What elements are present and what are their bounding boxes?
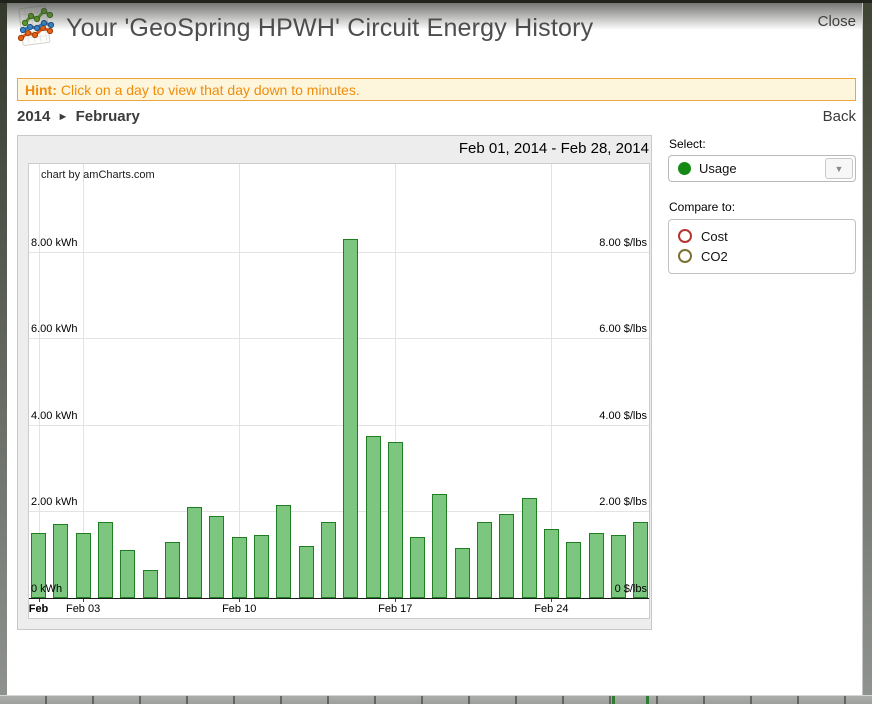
x-axis-tick	[38, 598, 40, 602]
y-axis-label-left: 2.00 kWh	[31, 496, 78, 509]
day-bar-feb-13[interactable]	[298, 546, 314, 598]
background-page-strip	[0, 695, 872, 704]
x-axis-label: Feb 10	[222, 603, 257, 615]
line-chart-document-icon	[17, 5, 55, 46]
co2-radio-icon[interactable]	[678, 249, 692, 263]
breadcrumb-month: February	[75, 108, 140, 125]
select-label: Select:	[669, 137, 706, 151]
day-bar-feb-24[interactable]	[543, 529, 559, 598]
x-axis-label: Feb 17	[378, 603, 413, 615]
day-bar-feb-01[interactable]	[31, 533, 46, 598]
day-bar-feb-02[interactable]	[53, 524, 69, 598]
h-gridline	[29, 424, 649, 426]
day-bar-feb-20[interactable]	[454, 548, 470, 598]
v-gridline	[83, 164, 85, 598]
v-gridline	[38, 164, 40, 598]
compare-option-co2[interactable]: CO2	[678, 246, 846, 266]
x-axis-tick	[395, 598, 397, 602]
y-axis-label-right: 0 $/lbs	[614, 583, 647, 595]
day-bar-feb-27[interactable]	[610, 535, 626, 598]
day-bar-feb-05[interactable]	[120, 550, 136, 598]
y-axis-label-right: 2.00 $/lbs	[599, 496, 647, 509]
y-axis-label-left: 4.00 kWh	[31, 409, 78, 422]
y-axis-label-left: 8.00 kWh	[31, 236, 78, 249]
chevron-down-icon[interactable]: ▼	[825, 158, 853, 179]
plot-area: chart by amCharts.com 0 kWh 0 $/lbs 2.00 k…	[28, 163, 650, 619]
hint-bar: Hint: Click on a day to view that day dow…	[17, 78, 856, 101]
v-gridline	[239, 164, 241, 598]
compare-option-cost-label: Cost	[701, 228, 728, 244]
hint-text: Click on a day to view that day down to …	[60, 82, 360, 98]
day-bar-feb-23[interactable]	[521, 498, 537, 598]
day-bar-feb-04[interactable]	[97, 522, 113, 598]
day-bar-feb-14[interactable]	[320, 522, 336, 598]
chart-panel: Feb 01, 2014 - Feb 28, 2014 chart by amC…	[17, 135, 652, 630]
y-axis-label-right: 8.00 $/lbs	[599, 236, 647, 249]
breadcrumb: 2014 ► February Back	[17, 108, 856, 128]
series-select[interactable]: Usage ▼	[668, 155, 856, 182]
y-axis-label-left: 0 kWh	[31, 583, 63, 595]
v-gridline	[395, 164, 397, 598]
usage-series-dot-icon	[678, 162, 691, 175]
breadcrumb-year[interactable]: 2014	[17, 108, 51, 125]
window-top-border	[0, 0, 872, 3]
day-bar-feb-26[interactable]	[588, 533, 604, 598]
day-bar-feb-21[interactable]	[477, 522, 492, 598]
day-bar-feb-09[interactable]	[209, 516, 225, 598]
day-bar-feb-25[interactable]	[566, 542, 582, 598]
x-axis-label: Feb 24	[534, 603, 569, 615]
day-bar-feb-17[interactable]	[387, 442, 403, 598]
x-axis-label: Feb	[28, 603, 49, 615]
day-bar-feb-07[interactable]	[164, 542, 180, 598]
day-bar-feb-12[interactable]	[276, 505, 292, 598]
day-bar-feb-22[interactable]	[499, 514, 515, 598]
day-bar-feb-03[interactable]	[75, 533, 91, 598]
x-axis-line	[29, 598, 649, 599]
v-gridline	[551, 164, 553, 598]
y-axis-label-right: 6.00 $/lbs	[599, 323, 647, 336]
window-left-border	[0, 0, 7, 696]
compare-option-cost[interactable]: Cost	[678, 226, 846, 246]
x-axis-tick	[239, 598, 241, 602]
page-title: Your 'GeoSpring HPWH' Circuit Energy His…	[66, 14, 594, 42]
close-button[interactable]: Close	[817, 13, 856, 30]
amcharts-watermark: chart by amCharts.com	[41, 169, 155, 181]
compare-options-box: Cost CO2	[668, 219, 856, 274]
day-bar-feb-06[interactable]	[142, 570, 158, 598]
window-right-border	[862, 0, 872, 696]
day-bar-feb-19[interactable]	[432, 494, 448, 598]
hint-prefix: Hint:	[25, 82, 57, 98]
breadcrumb-separator-icon: ►	[57, 111, 69, 123]
h-gridline	[29, 338, 649, 340]
compare-to-label: Compare to:	[669, 200, 736, 214]
x-axis-label: Feb 03	[65, 603, 101, 615]
cost-radio-icon[interactable]	[678, 229, 692, 243]
day-bar-feb-16[interactable]	[365, 436, 381, 598]
side-controls: Select: Usage ▼ Compare to: Cost CO2	[668, 137, 856, 274]
day-bar-feb-11[interactable]	[254, 535, 269, 598]
y-axis-label-left: 6.00 kWh	[31, 323, 78, 336]
day-bar-feb-08[interactable]	[187, 507, 203, 598]
h-gridline	[29, 511, 649, 513]
chart-date-range-title: Feb 01, 2014 - Feb 28, 2014	[458, 140, 649, 157]
x-axis-tick	[551, 598, 553, 602]
back-button[interactable]: Back	[822, 108, 856, 125]
y-axis-label-right: 4.00 $/lbs	[599, 409, 647, 422]
series-select-value: Usage	[699, 161, 737, 176]
h-gridline	[29, 251, 649, 253]
compare-option-co2-label: CO2	[701, 248, 728, 264]
day-bar-feb-28[interactable]	[633, 522, 649, 598]
x-axis-tick	[83, 598, 85, 602]
day-bar-feb-18[interactable]	[410, 537, 426, 598]
day-bar-feb-15[interactable]	[343, 239, 359, 598]
day-bar-feb-10[interactable]	[231, 537, 247, 598]
